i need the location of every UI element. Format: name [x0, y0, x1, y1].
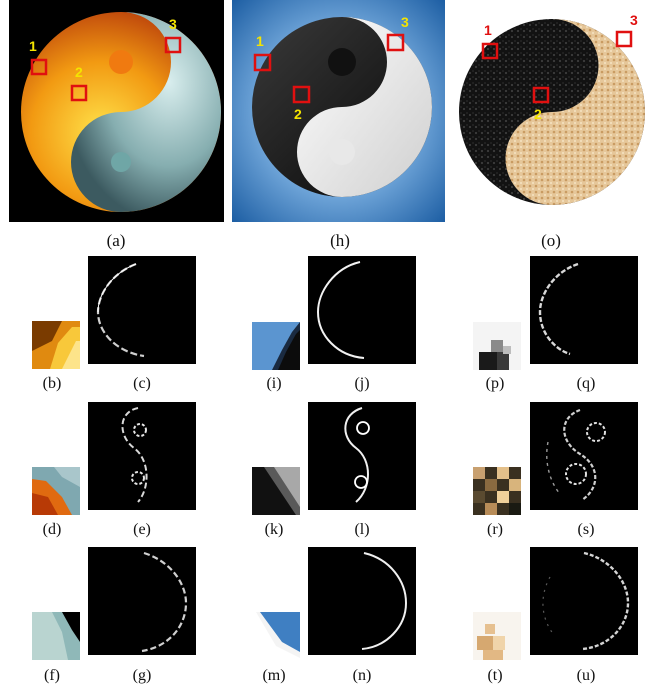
patch-k [252, 467, 300, 515]
marker-label: 2 [534, 106, 542, 122]
edge-map-n [308, 547, 416, 655]
edge-map-s [530, 402, 638, 510]
patch-i [252, 322, 300, 370]
patch-f [32, 612, 80, 660]
patch-r [473, 467, 521, 515]
marker-label: 1 [484, 22, 492, 38]
caption-a: (a) [106, 231, 126, 250]
marker-label: 3 [169, 16, 177, 32]
panel-o-image: 1 2 3 [452, 0, 654, 222]
patch-m [252, 612, 300, 660]
caption-s: (s) [577, 521, 595, 538]
marker-label: 2 [75, 64, 83, 80]
marker-label: 2 [294, 106, 302, 122]
panel-a-image: 1 2 3 [9, 0, 224, 222]
caption-p: (p) [485, 375, 505, 392]
caption-g: (g) [132, 667, 152, 684]
caption-n: (n) [352, 667, 372, 684]
patch-t [473, 612, 521, 660]
caption-d: (d) [42, 521, 62, 538]
marker-label: 3 [401, 14, 409, 30]
caption-b: (b) [42, 375, 62, 392]
caption-j: (j) [354, 375, 370, 392]
caption-h: (h) [330, 231, 350, 250]
edge-map-e [88, 402, 196, 510]
caption-o: (o) [541, 231, 561, 250]
patch-d [32, 467, 80, 515]
caption-r: (r) [487, 521, 503, 538]
caption-k: (k) [264, 521, 284, 538]
caption-e: (e) [133, 521, 151, 538]
caption-f: (f) [44, 667, 60, 684]
patch-p [473, 322, 521, 370]
edge-map-c [88, 256, 196, 364]
caption-u: (u) [576, 667, 596, 684]
panel-h-image: 1 2 3 [232, 0, 445, 222]
edge-map-l [308, 402, 416, 510]
caption-i: (i) [266, 375, 282, 392]
caption-c: (c) [133, 375, 151, 392]
edge-map-g [88, 547, 196, 655]
caption-q: (q) [576, 375, 596, 392]
marker-label: 1 [256, 33, 264, 49]
edge-map-u [530, 547, 638, 655]
marker-label: 1 [29, 38, 37, 54]
edge-map-j [308, 256, 416, 364]
marker-label: 3 [630, 12, 638, 28]
caption-m: (m) [262, 667, 286, 684]
caption-t: (t) [487, 667, 503, 684]
edge-map-q [530, 256, 638, 364]
patch-b [32, 321, 80, 369]
caption-l: (l) [354, 521, 370, 538]
